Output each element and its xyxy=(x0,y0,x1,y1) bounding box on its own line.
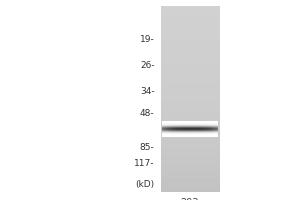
Text: 48-: 48- xyxy=(140,110,154,118)
Text: 26-: 26- xyxy=(140,62,154,71)
Text: (kD): (kD) xyxy=(135,180,154,188)
Text: 293: 293 xyxy=(181,198,199,200)
Text: 19-: 19- xyxy=(140,36,154,45)
Text: 117-: 117- xyxy=(134,160,154,168)
Text: 85-: 85- xyxy=(140,144,154,152)
Text: 34-: 34- xyxy=(140,88,154,97)
